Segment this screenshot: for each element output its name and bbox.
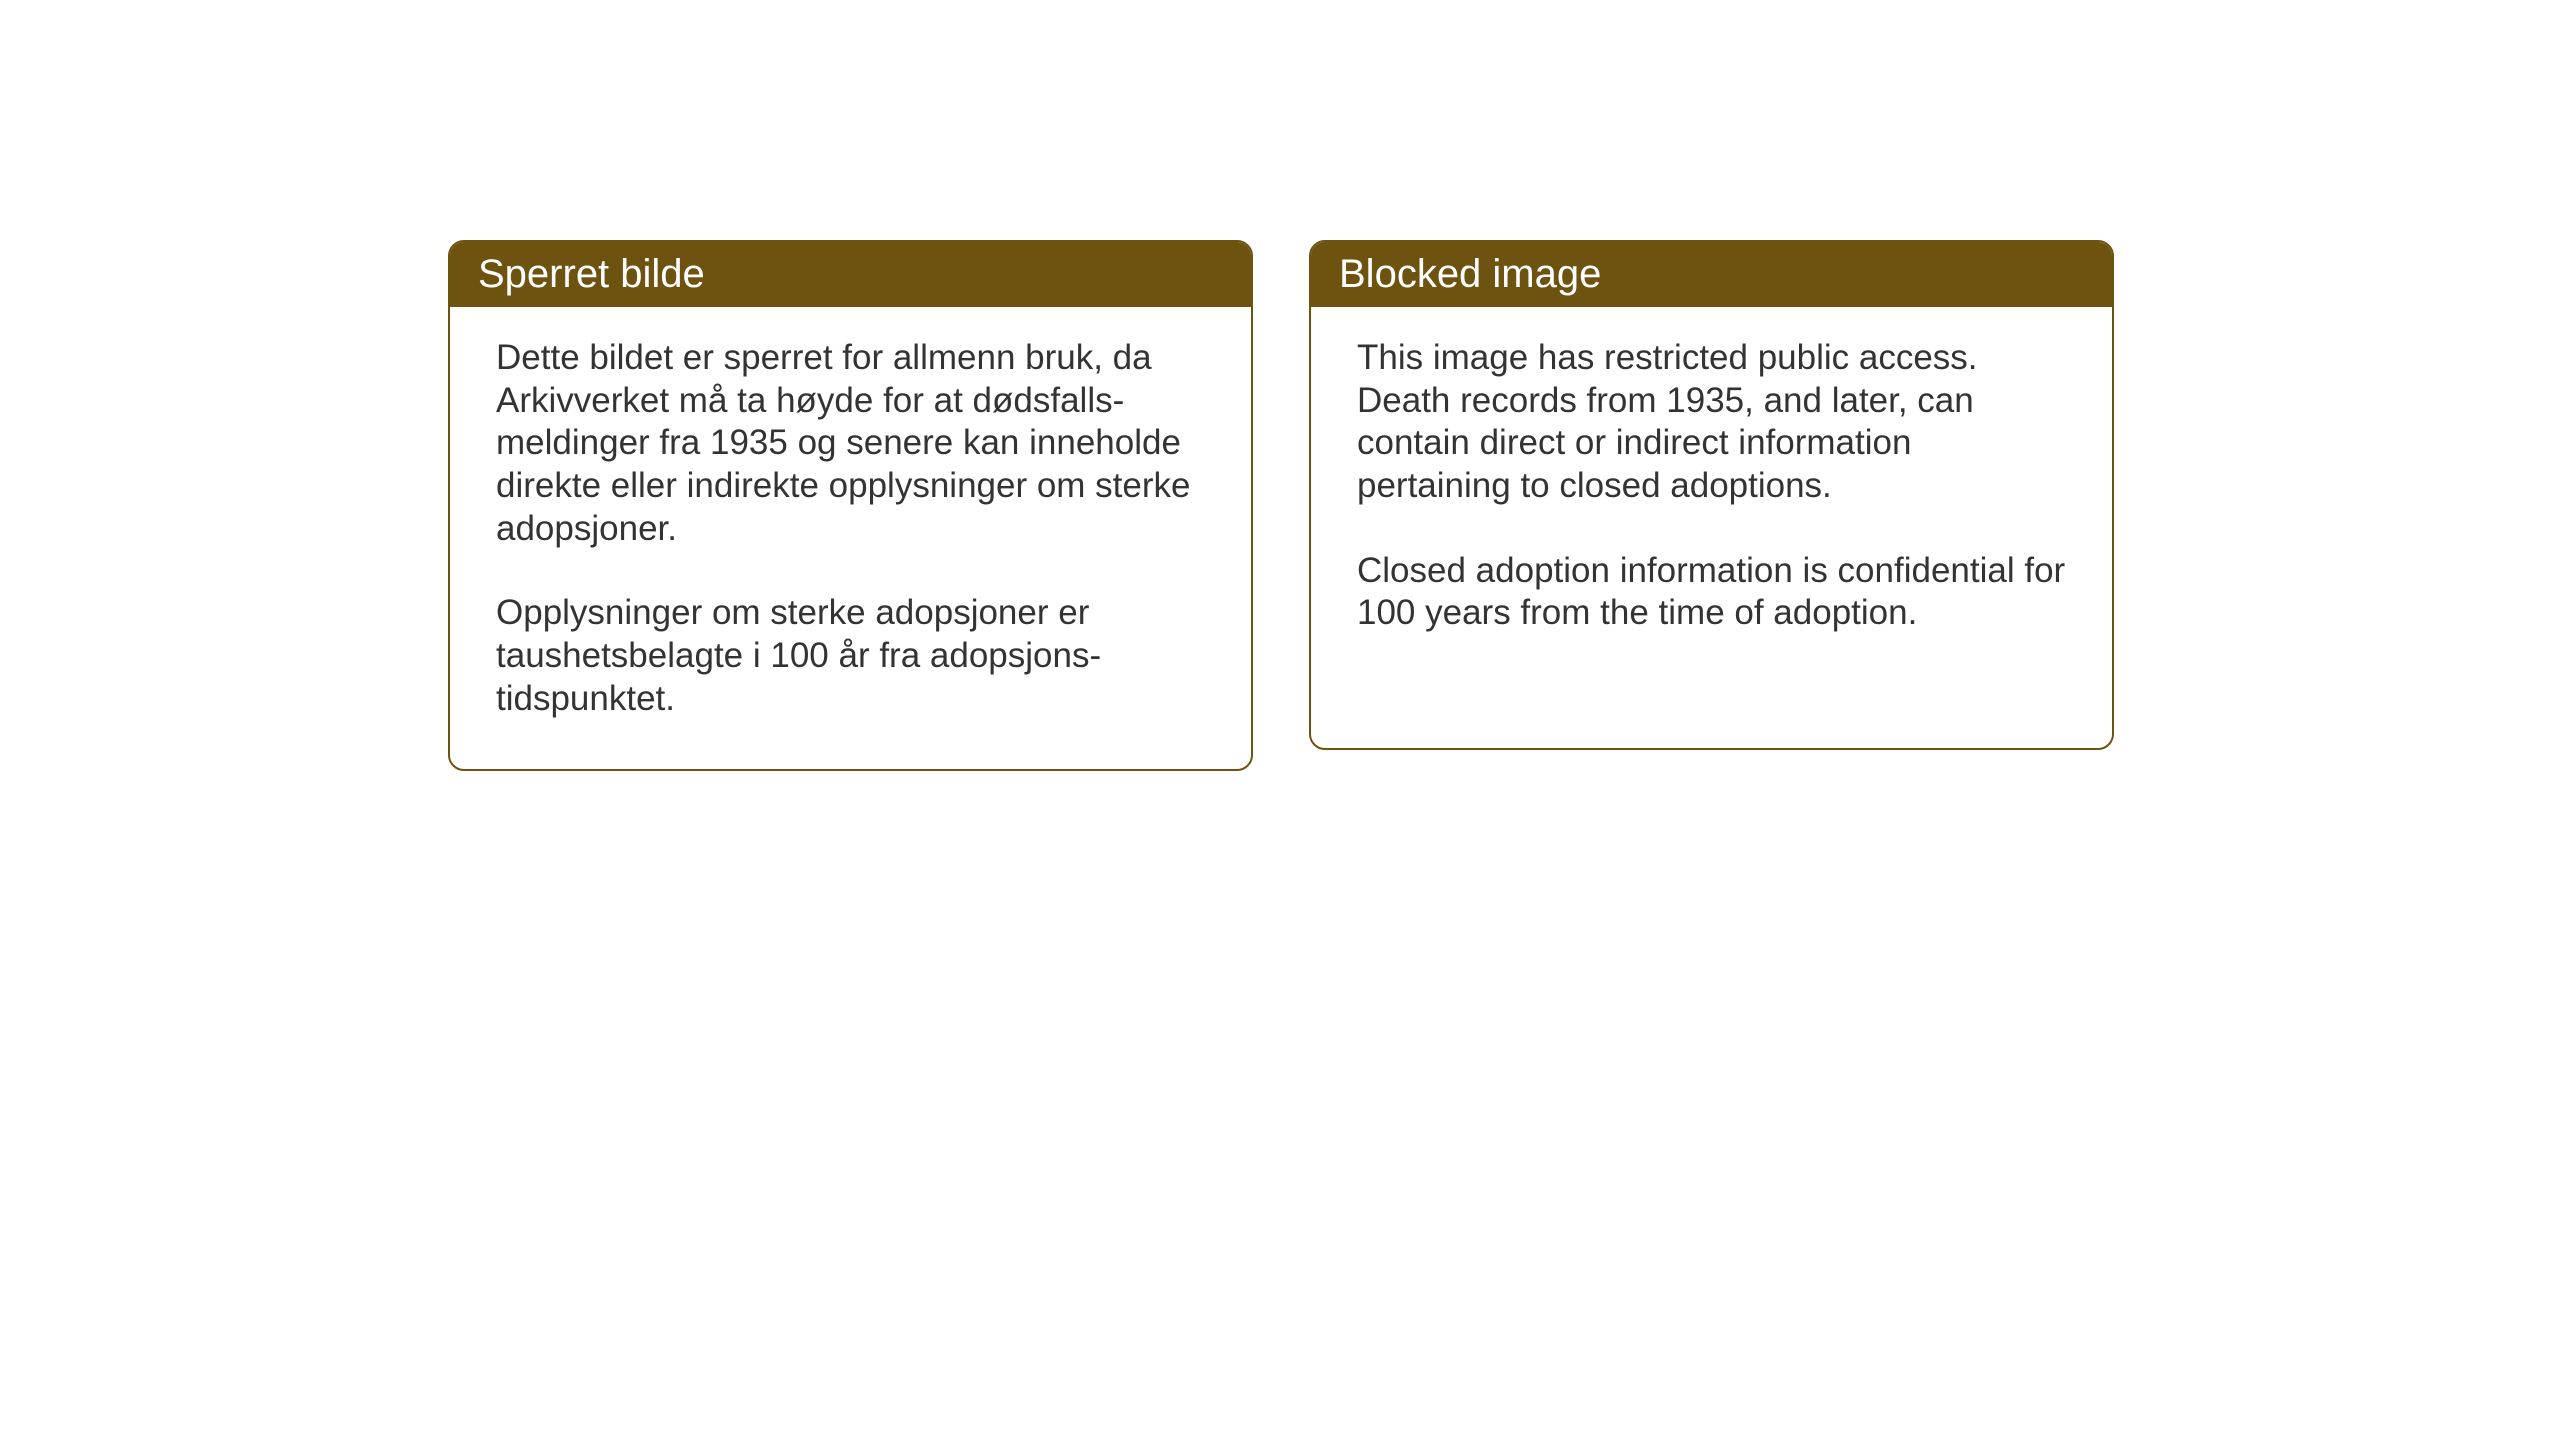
card-header-norwegian: Sperret bilde: [450, 242, 1251, 307]
card-body-english: This image has restricted public access.…: [1311, 307, 2112, 683]
paragraph-1-english: This image has restricted public access.…: [1357, 337, 2066, 508]
paragraph-2-norwegian: Opplysninger om sterke adopsjoner er tau…: [496, 592, 1205, 720]
card-norwegian: Sperret bilde Dette bildet er sperret fo…: [448, 240, 1253, 771]
card-header-english: Blocked image: [1311, 242, 2112, 307]
cards-container: Sperret bilde Dette bildet er sperret fo…: [448, 240, 2114, 771]
card-title-english: Blocked image: [1339, 252, 1601, 296]
paragraph-1-norwegian: Dette bildet er sperret for allmenn bruk…: [496, 337, 1205, 550]
card-body-norwegian: Dette bildet er sperret for allmenn bruk…: [450, 307, 1251, 769]
card-title-norwegian: Sperret bilde: [478, 252, 705, 296]
card-english: Blocked image This image has restricted …: [1309, 240, 2114, 750]
paragraph-2-english: Closed adoption information is confident…: [1357, 550, 2066, 635]
